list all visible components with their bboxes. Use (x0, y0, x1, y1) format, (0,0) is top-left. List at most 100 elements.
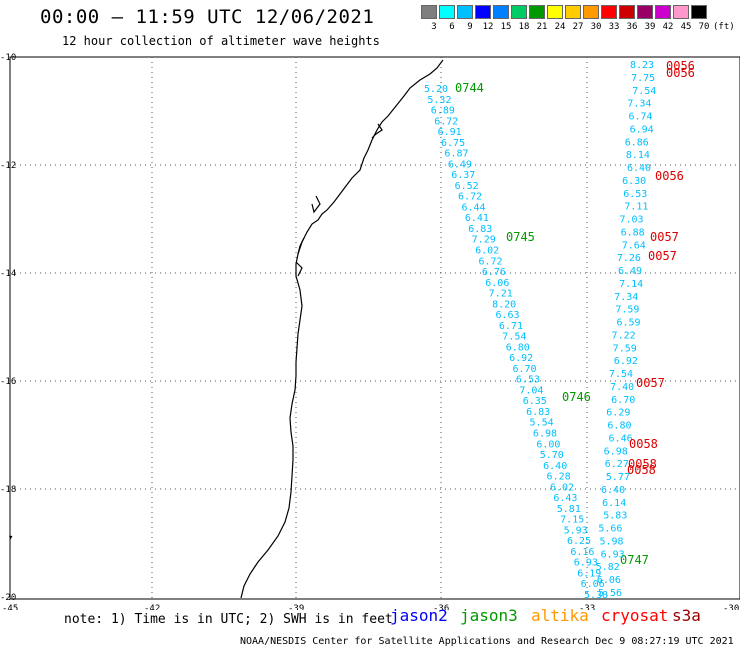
jason3-time: 0744 (455, 81, 484, 95)
jason3-swh-value: 5.70 (540, 450, 564, 461)
jason3-swh-value: 6.76 (482, 267, 506, 278)
legend-cryosat: cryosat (601, 606, 669, 625)
scale-swatch-1 (439, 5, 455, 19)
cryosat-swh-value: 6.30 (622, 176, 646, 187)
cryosat-swh-value: 6.49 (618, 266, 642, 277)
west-marker: ▾ (8, 533, 13, 543)
cryosat-swh-value: 5.98 (600, 536, 624, 547)
cryosat-swh-value: 5.82 (596, 562, 620, 573)
cryosat-swh-value: 6.70 (611, 395, 635, 406)
jason3-swh-value: 6.49 (448, 159, 472, 170)
jason3-swh-value: 7.04 (519, 385, 543, 396)
cryosat-swh-value: 6.94 (630, 124, 654, 135)
scale-swatch-8 (565, 5, 581, 19)
lat-label: -18 (0, 485, 16, 495)
page-subtitle: 12 hour collection of altimeter wave hei… (62, 34, 380, 48)
scale-tick: 45 (680, 22, 692, 32)
jason3-swh-value: 6.93 (574, 558, 598, 569)
lon-label: -30 (723, 604, 739, 610)
cryosat-time: 0057 (648, 249, 677, 263)
coastline-detail (295, 123, 383, 277)
jason3-swh-value: 6.92 (509, 353, 533, 364)
jason3-swh-value: 6.43 (553, 493, 577, 504)
jason3-swh-value: 5.81 (557, 504, 581, 515)
jason3-swh-value: 6.98 (533, 429, 557, 440)
scale-swatch-6 (529, 5, 545, 19)
jason3-swh-value: 7.21 (489, 289, 513, 300)
jason3-swh-value: 6.70 (513, 364, 537, 375)
scale-tick: 3 (431, 22, 437, 32)
cryosat-swh-value: 6.74 (628, 112, 652, 123)
scale-tick: 42 (662, 22, 674, 32)
jason3-swh-value: 6.44 (461, 202, 485, 213)
cryosat-time: 0058 (627, 463, 656, 477)
scale-tick: 6 (449, 22, 455, 32)
graticule (10, 57, 740, 599)
cryosat-time: 0058 (628, 457, 657, 471)
jason3-time: 0746 (562, 390, 591, 404)
jason3-swh-value: 6.71 (499, 321, 523, 332)
scale-swatch-4 (493, 5, 509, 19)
jason3-swh-value: 6.16 (570, 547, 594, 558)
lon-label: -33 (579, 604, 595, 610)
cryosat-swh-value: 7.34 (614, 292, 638, 303)
cryosat-swh-value: 7.40 (610, 382, 634, 393)
cryosat-swh-value: 6.80 (607, 421, 631, 432)
lon-label: -39 (288, 604, 304, 610)
scale-swatch-13 (655, 5, 671, 19)
lat-label: -16 (0, 377, 16, 387)
jason3-swh-value: 6.25 (567, 536, 591, 547)
legend-altika: altika (531, 606, 589, 625)
page-title: 00:00 – 11:59 UTC 12/06/2021 (40, 6, 375, 28)
cryosat-time: 0057 (650, 230, 679, 244)
legend-jason3: jason3 (460, 606, 518, 625)
cryosat-swh-value: 7.14 (619, 279, 643, 290)
scale-tick: 33 (608, 22, 620, 32)
scale-tick: 30 (590, 22, 602, 32)
scale-swatch-3 (475, 5, 491, 19)
scale-tick: 9 (467, 22, 473, 32)
scale-tick: 39 (644, 22, 656, 32)
cryosat-swh-value: 6.93 (601, 549, 625, 560)
jason3-swh-value: 6.41 (465, 213, 489, 224)
note-text: note: 1) Time is in UTC; 2) SWH is in fe… (64, 612, 393, 627)
jason3-times: 0744 0745 0746 0747 (455, 81, 649, 567)
coastline (240, 59, 444, 599)
legend-s3a: s3a (672, 606, 701, 625)
cryosat-swh-value: 6.98 (604, 446, 628, 457)
scale-tick: 12 (482, 22, 494, 32)
scale-tick: 27 (572, 22, 584, 32)
scale-tick: 18 (518, 22, 530, 32)
jason3-swh-value: 6.00 (536, 439, 560, 450)
scale-swatch-5 (511, 5, 527, 19)
jason3-swh-value: 6.75 (441, 138, 465, 149)
jason3-swh-value: 6.02 (550, 482, 574, 493)
scale-swatch-14 (673, 5, 689, 19)
cryosat-time: 0056 (666, 59, 695, 73)
cryosat-swh-value: 7.22 (612, 330, 636, 341)
jason3-swh-value: 5.20 (424, 84, 448, 95)
cryosat-swh-value: 6.40 (627, 163, 651, 174)
cryosat-swh-value: 6.92 (614, 356, 638, 367)
cryosat-swh-value: 6.86 (625, 137, 649, 148)
cryosat-swh-value: 7.59 (613, 343, 637, 354)
jason3-swh-value: 6.83 (468, 224, 492, 235)
jason3-swh-value: 5.32 (427, 95, 451, 106)
jason3-swh-value: 6.91 (438, 127, 462, 138)
jason3-swh-value: 6.35 (523, 396, 547, 407)
scale-swatch-2 (457, 5, 473, 19)
jason3-swh-value: 6.63 (495, 310, 519, 321)
jason3-swh-value: 5.54 (530, 418, 554, 429)
cryosat-swh-value: 7.11 (624, 202, 648, 213)
scale-tick: 36 (626, 22, 638, 32)
scale-swatch-15 (691, 5, 707, 19)
jason3-time: 0747 (620, 553, 649, 567)
cryosat-swh-value: 6.06 (597, 575, 621, 586)
jason3-swh-value: 6.72 (478, 256, 502, 267)
lat-label: -14 (0, 269, 16, 279)
cryosat-time: 0056 (666, 66, 695, 80)
scale-tick: 24 (554, 22, 566, 32)
cryosat-swh-value: 7.03 (619, 215, 643, 226)
scale-swatch-9 (583, 5, 599, 19)
